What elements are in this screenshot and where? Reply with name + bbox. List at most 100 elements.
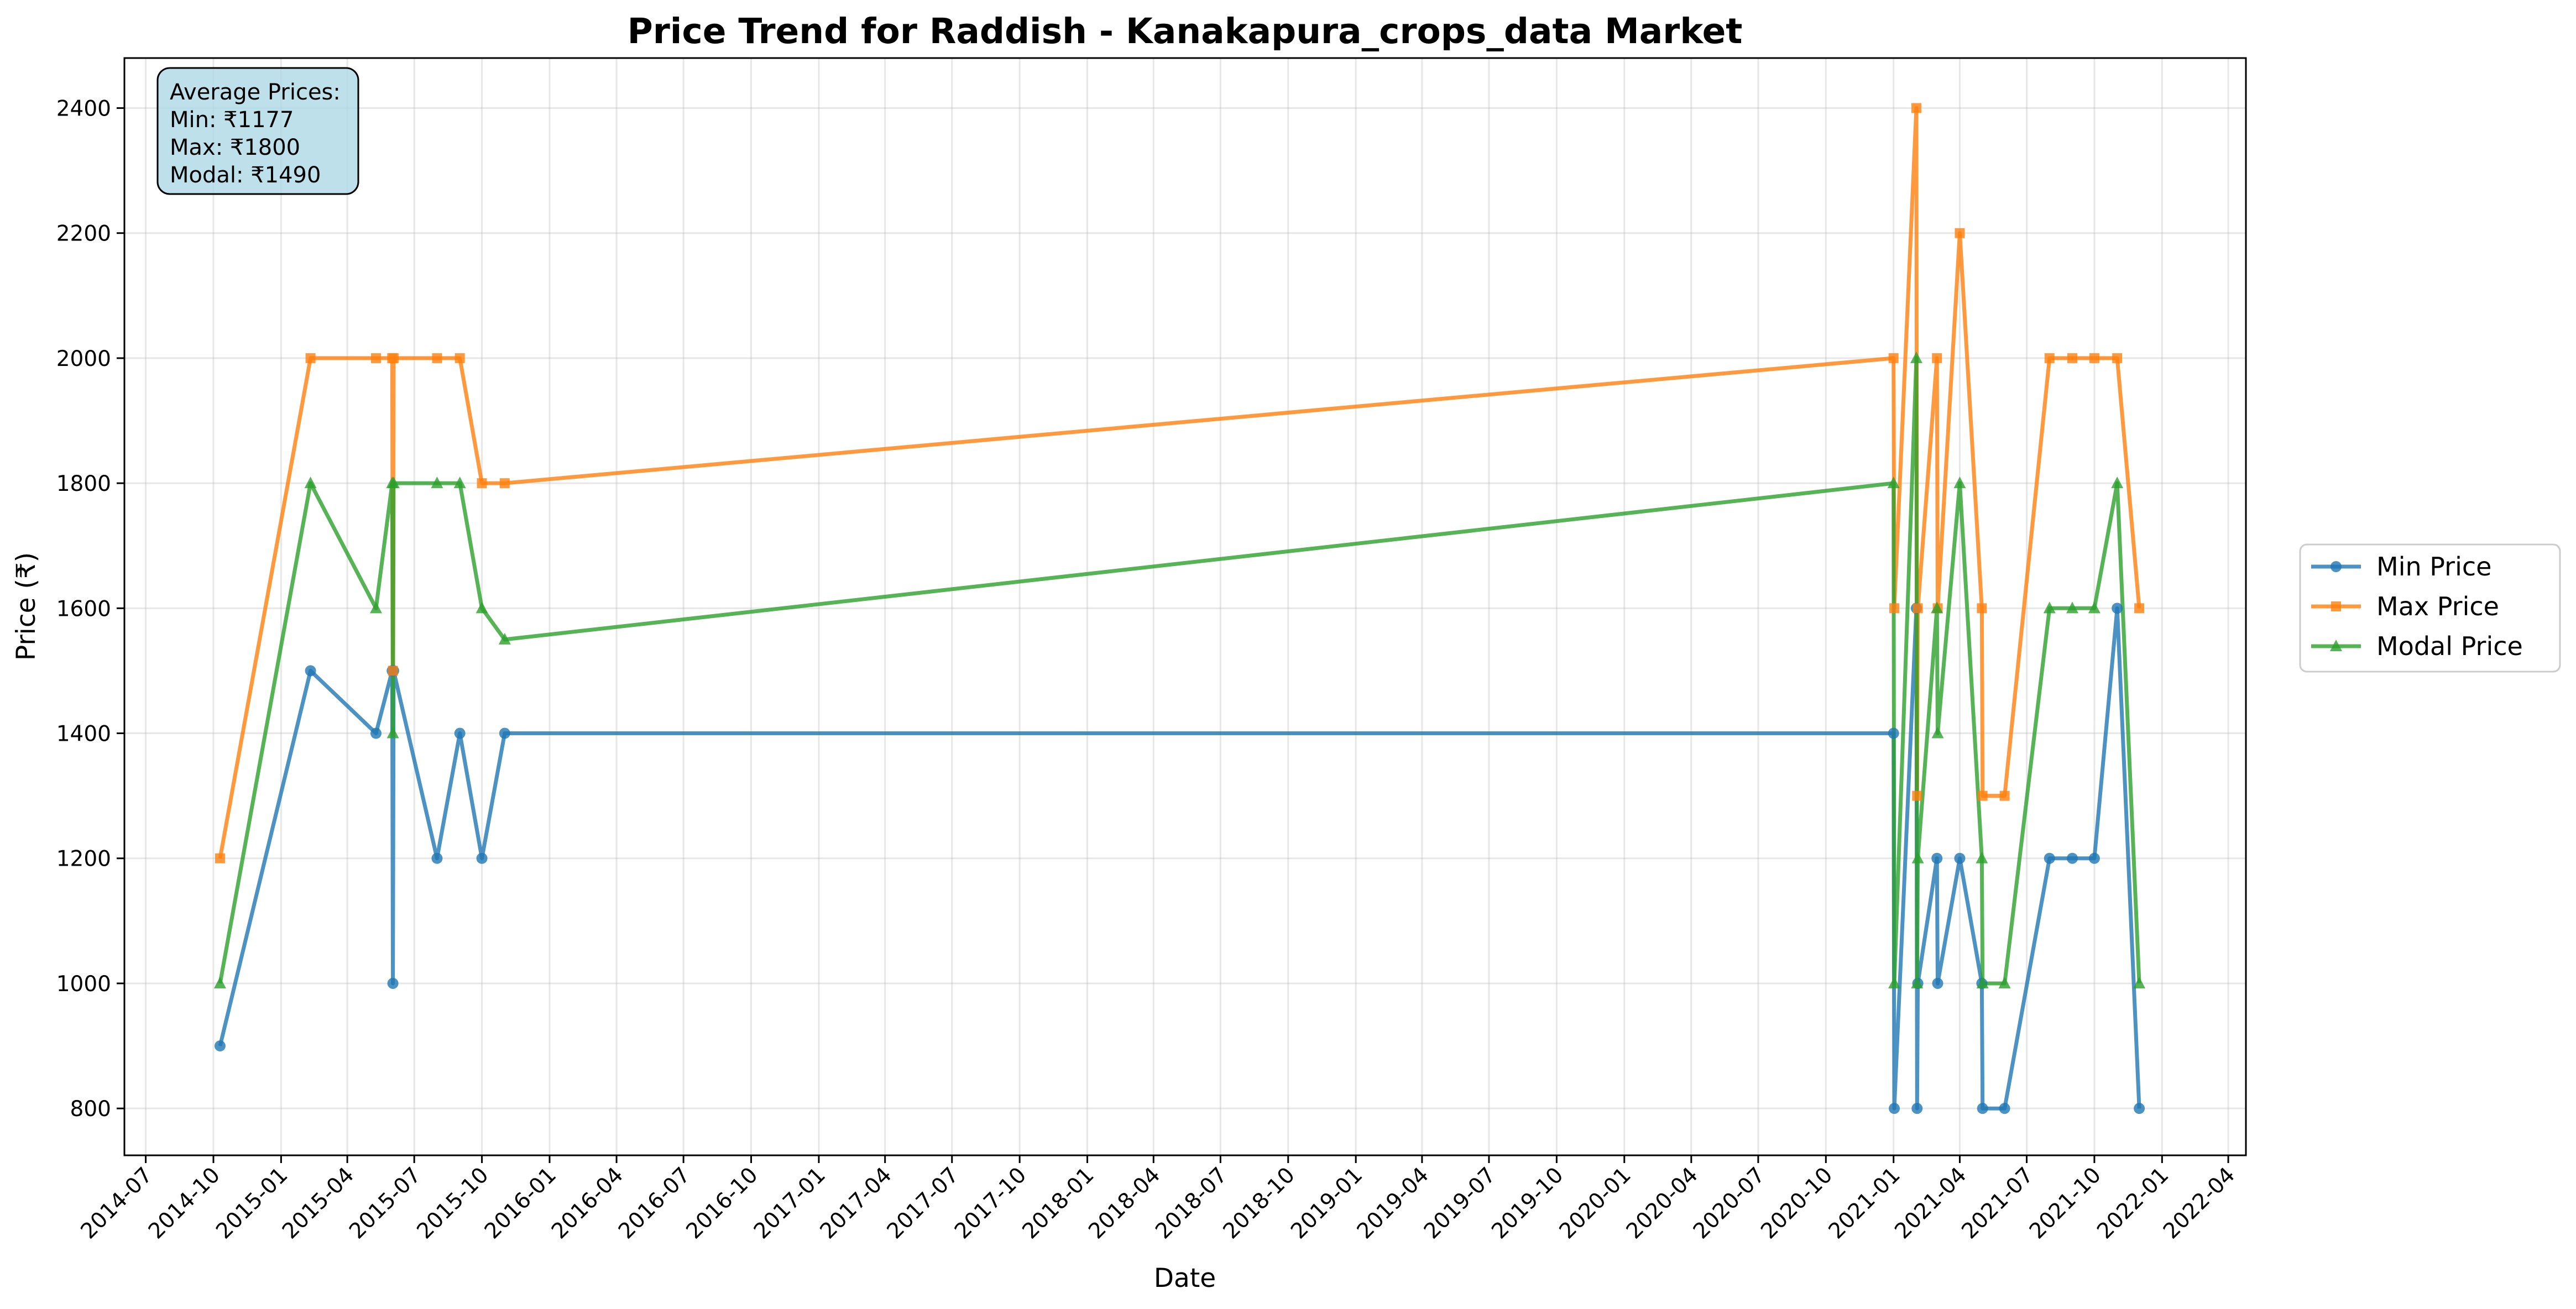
chart-title: Price Trend for Raddish - Kanakapura_cro… — [628, 11, 1743, 51]
modal-price-point — [1931, 726, 1944, 739]
min-price-point — [431, 852, 443, 864]
y-tick-label: 2200 — [56, 222, 111, 247]
max-price-point — [454, 353, 465, 363]
min-price-point — [214, 1040, 226, 1052]
legend-marker-min-price — [2331, 561, 2342, 572]
average-prices-annotation: Average Prices: Min: ₹1177 Max: ₹1800 Mo… — [156, 67, 359, 195]
max-price-point — [1999, 790, 2010, 801]
modal-price-point — [1931, 601, 1943, 614]
annotation-line-min: Min: ₹1177 — [170, 107, 294, 133]
y-tick-label: 1200 — [56, 847, 111, 872]
min-price-point — [1932, 977, 1943, 989]
y-tick-label: 1000 — [56, 972, 111, 997]
y-tick-label: 1800 — [56, 472, 111, 496]
max-price-point — [1977, 790, 1988, 801]
modal-price-point — [213, 976, 226, 988]
min-price-point — [2134, 1103, 2145, 1114]
max-price-point — [1977, 603, 1987, 614]
min-price-point — [454, 727, 466, 739]
min-price-point — [476, 852, 488, 864]
y-tick-label: 1400 — [56, 722, 111, 747]
y-axis-ticks: 800 1000 1200 1400 1600 1800 2000 2200 2400 — [56, 96, 124, 1122]
annotation-box — [156, 67, 359, 195]
max-price-markers — [215, 103, 2145, 863]
series-markers — [213, 103, 2146, 1114]
legend: Min Price Max Price Modal Price — [2299, 543, 2561, 673]
max-price-point — [388, 666, 398, 676]
max-price-point — [1888, 353, 1899, 363]
max-price-point — [2067, 353, 2078, 363]
min-price-point — [1977, 1103, 1988, 1114]
legend-label-max-price: Max Price — [2376, 591, 2499, 621]
modal-price-point — [387, 477, 400, 489]
min-price-point — [499, 727, 510, 739]
y-tick-label: 800 — [70, 1097, 111, 1122]
legend-label-min-price: Min Price — [2376, 552, 2491, 582]
max-price-point — [388, 353, 399, 363]
min-price-point — [370, 727, 382, 739]
min-price-point — [2088, 852, 2100, 864]
max-price-point — [1955, 228, 1965, 238]
max-price-point — [305, 353, 316, 363]
modal-price-point — [1976, 851, 1988, 863]
max-price-point — [1912, 790, 1922, 801]
modal-price-line — [218, 356, 2141, 986]
min-price-point — [1911, 1103, 1923, 1114]
plot-frame — [123, 57, 2247, 1156]
modal-price-point — [1953, 477, 1966, 489]
x-axis-label: Date — [1154, 1263, 1216, 1294]
min-price-point — [305, 665, 316, 677]
max-price-point — [432, 353, 442, 363]
modal-price-point — [1910, 351, 1922, 363]
modal-price-point — [2043, 601, 2056, 614]
annotation-line-max: Max: ₹1800 — [170, 135, 300, 160]
modal-price-point — [453, 477, 466, 489]
modal-price-point — [2111, 477, 2124, 489]
min-price-point — [1888, 727, 1899, 739]
modal-price-point — [1911, 976, 1924, 988]
max-price-point — [1889, 603, 1900, 614]
legend-box — [2299, 543, 2561, 673]
max-price-point — [2134, 603, 2145, 614]
min-price-point — [2067, 852, 2078, 864]
legend-label-modal-price: Modal Price — [2376, 631, 2523, 661]
min-price-point — [1954, 852, 1966, 864]
min-price-point — [1999, 1103, 2010, 1114]
max-price-point — [371, 353, 382, 363]
max-price-point — [1913, 603, 1923, 614]
max-price-point — [215, 853, 225, 863]
modal-price-point — [2133, 976, 2146, 988]
modal-price-point — [1998, 976, 2011, 988]
max-price-point — [2089, 353, 2099, 363]
legend-marker-max-price — [2331, 601, 2341, 611]
y-tick-label: 1600 — [56, 596, 111, 621]
modal-price-markers — [213, 351, 2146, 988]
modal-price-point — [498, 632, 511, 645]
max-price-point — [477, 478, 487, 489]
min-price-point — [2112, 603, 2123, 614]
min-price-point — [1931, 852, 1943, 864]
modal-price-point — [2066, 601, 2079, 614]
min-price-point — [387, 977, 399, 989]
max-price-point — [1932, 353, 1942, 363]
modal-price-point — [1888, 976, 1901, 988]
modal-price-point — [1911, 851, 1924, 863]
y-tick-label: 2400 — [56, 96, 111, 121]
modal-price-point — [1976, 976, 1989, 988]
y-axis-label: Price (₹) — [11, 552, 41, 661]
modal-price-point — [370, 601, 383, 614]
modal-price-point — [476, 601, 488, 614]
modal-price-point — [304, 477, 317, 489]
min-price-point — [2044, 852, 2055, 864]
max-price-point — [2112, 353, 2123, 363]
legend-marker-modal-price — [2330, 640, 2342, 651]
modal-price-point — [431, 477, 443, 489]
modal-price-point — [1887, 477, 1900, 489]
max-price-point — [2044, 353, 2055, 363]
min-price-point — [1889, 1103, 1900, 1114]
annotation-line-title: Average Prices: — [170, 80, 341, 105]
modal-price-point — [386, 726, 399, 739]
modal-price-point — [2088, 601, 2100, 614]
